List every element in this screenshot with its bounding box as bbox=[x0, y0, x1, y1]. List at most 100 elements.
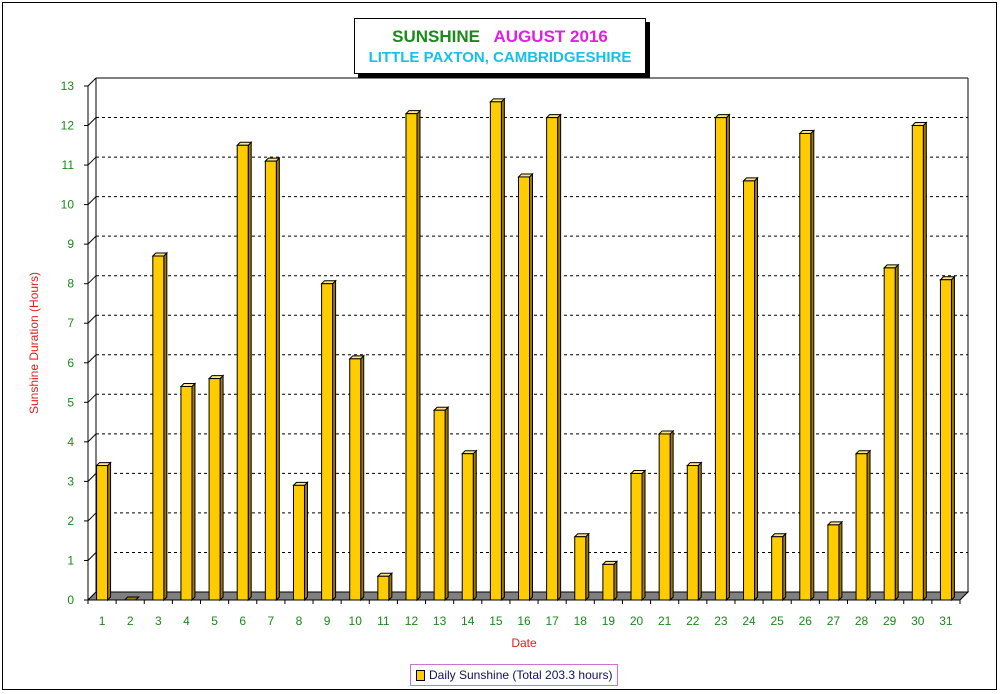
legend-swatch bbox=[416, 669, 425, 681]
y-tick-mark bbox=[87, 552, 97, 561]
x-tick-label: 6 bbox=[239, 614, 246, 628]
bar-front bbox=[349, 358, 362, 601]
bars bbox=[95, 97, 956, 602]
x-tick-labels: 1 2 3 4 5 6 7 8 9 10 11 12 13 14 15 16 17 18 19 20 21 22 23 24 2… bbox=[87, 600, 961, 628]
x-tick-label: 30 bbox=[911, 614, 925, 628]
y-tick-label: 4 bbox=[67, 435, 74, 449]
x-tick-label: 2 bbox=[127, 614, 134, 628]
legend: Daily Sunshine (Total 203.3 hours) bbox=[410, 664, 619, 686]
bar-top bbox=[123, 596, 140, 601]
bar-front bbox=[377, 575, 390, 601]
bar bbox=[123, 596, 140, 601]
bar-front bbox=[546, 117, 559, 601]
x-axis-label: Date bbox=[511, 636, 537, 650]
y-tick-label: 3 bbox=[67, 474, 74, 488]
legend-label: Daily Sunshine (Total 203.3 hours) bbox=[429, 668, 613, 682]
bar-front bbox=[855, 453, 868, 601]
y-tick-label: 2 bbox=[67, 514, 74, 528]
bar-front bbox=[96, 465, 109, 601]
y-tick-mark bbox=[87, 512, 97, 522]
bar-front bbox=[827, 524, 840, 601]
x-tick-label: 12 bbox=[405, 614, 419, 628]
bar bbox=[404, 109, 422, 602]
bar-front bbox=[686, 465, 699, 601]
x-tick-label: 29 bbox=[883, 614, 897, 628]
bar bbox=[770, 532, 787, 602]
bar bbox=[714, 113, 731, 602]
bar-front bbox=[264, 160, 277, 601]
chart-title-month: AUGUST 2016 bbox=[493, 27, 608, 46]
y-tick-mark bbox=[87, 473, 97, 482]
x-tick-label: 24 bbox=[742, 614, 756, 628]
bar bbox=[601, 560, 619, 602]
y-tick-mark bbox=[87, 275, 97, 285]
bar-front bbox=[433, 409, 446, 601]
bar bbox=[236, 141, 253, 602]
bar-front bbox=[743, 180, 756, 601]
x-tick-label: 8 bbox=[296, 614, 303, 628]
x-tick-label: 31 bbox=[939, 614, 953, 628]
bar bbox=[686, 461, 703, 602]
y-tick-label: 7 bbox=[67, 316, 74, 330]
bar bbox=[742, 176, 759, 602]
bar bbox=[911, 121, 928, 602]
bar-front bbox=[574, 536, 587, 601]
x-tick-label: 19 bbox=[602, 614, 616, 628]
bar bbox=[854, 449, 872, 602]
y-tick-label: 13 bbox=[61, 79, 75, 93]
bar bbox=[939, 275, 956, 602]
y-tick-label: 11 bbox=[62, 158, 75, 172]
bar-front bbox=[208, 378, 221, 601]
bar bbox=[461, 449, 478, 602]
y-tick-mark bbox=[87, 433, 97, 443]
y-tick-label: 6 bbox=[67, 356, 74, 370]
x-tick-label: 14 bbox=[461, 614, 475, 628]
x-tick-label: 25 bbox=[770, 614, 784, 628]
bar bbox=[629, 469, 647, 602]
chart-subtitle: LITTLE PAXTON, CAMBRIDGESHIRE bbox=[368, 49, 632, 66]
y-tick-label: 12 bbox=[61, 119, 75, 133]
bar bbox=[264, 156, 281, 602]
x-tick-label: 3 bbox=[155, 614, 162, 628]
y-tick-mark bbox=[87, 196, 97, 205]
y-tick-mark bbox=[87, 77, 97, 87]
x-tick-label: 18 bbox=[574, 614, 588, 628]
y-tick-mark bbox=[87, 393, 97, 403]
bar-front bbox=[236, 144, 249, 601]
y-axis-label: Sunshine Duration (Hours) bbox=[27, 272, 41, 414]
chart-title-box: SUNSHINE AUGUST 2016 LITTLE PAXTON, CAMB… bbox=[354, 18, 646, 74]
y-tick-label: 9 bbox=[67, 237, 74, 251]
bar-front bbox=[321, 283, 334, 601]
y-tick-mark bbox=[87, 117, 97, 126]
bar bbox=[657, 429, 675, 602]
bar-front bbox=[461, 453, 474, 601]
x-tick-label: 10 bbox=[349, 614, 363, 628]
x-tick-label: 7 bbox=[267, 614, 274, 628]
y-tick-mark bbox=[87, 354, 97, 364]
bar bbox=[489, 97, 506, 602]
y-tick-label: 5 bbox=[67, 395, 74, 409]
x-tick-label: 15 bbox=[489, 614, 503, 628]
bar bbox=[517, 172, 534, 602]
x-tick-label: 9 bbox=[324, 614, 331, 628]
x-tick-label: 11 bbox=[377, 614, 390, 628]
bar bbox=[95, 461, 112, 602]
x-tick-label: 21 bbox=[658, 614, 672, 628]
bar-front bbox=[714, 117, 727, 601]
y-tick-label: 1 bbox=[67, 553, 74, 567]
bar-front bbox=[292, 484, 305, 601]
x-tick-label: 5 bbox=[211, 614, 218, 628]
bar bbox=[376, 572, 394, 602]
bar-front bbox=[939, 279, 952, 601]
bar bbox=[320, 279, 337, 602]
bar-front bbox=[602, 563, 615, 601]
bar bbox=[292, 481, 309, 602]
x-tick-label: 17 bbox=[545, 614, 559, 628]
bar-front bbox=[883, 267, 896, 601]
bar-front bbox=[771, 536, 784, 601]
x-tick-label: 13 bbox=[433, 614, 447, 628]
bar bbox=[573, 532, 590, 602]
x-tick-label: 28 bbox=[855, 614, 869, 628]
bar bbox=[151, 251, 169, 602]
